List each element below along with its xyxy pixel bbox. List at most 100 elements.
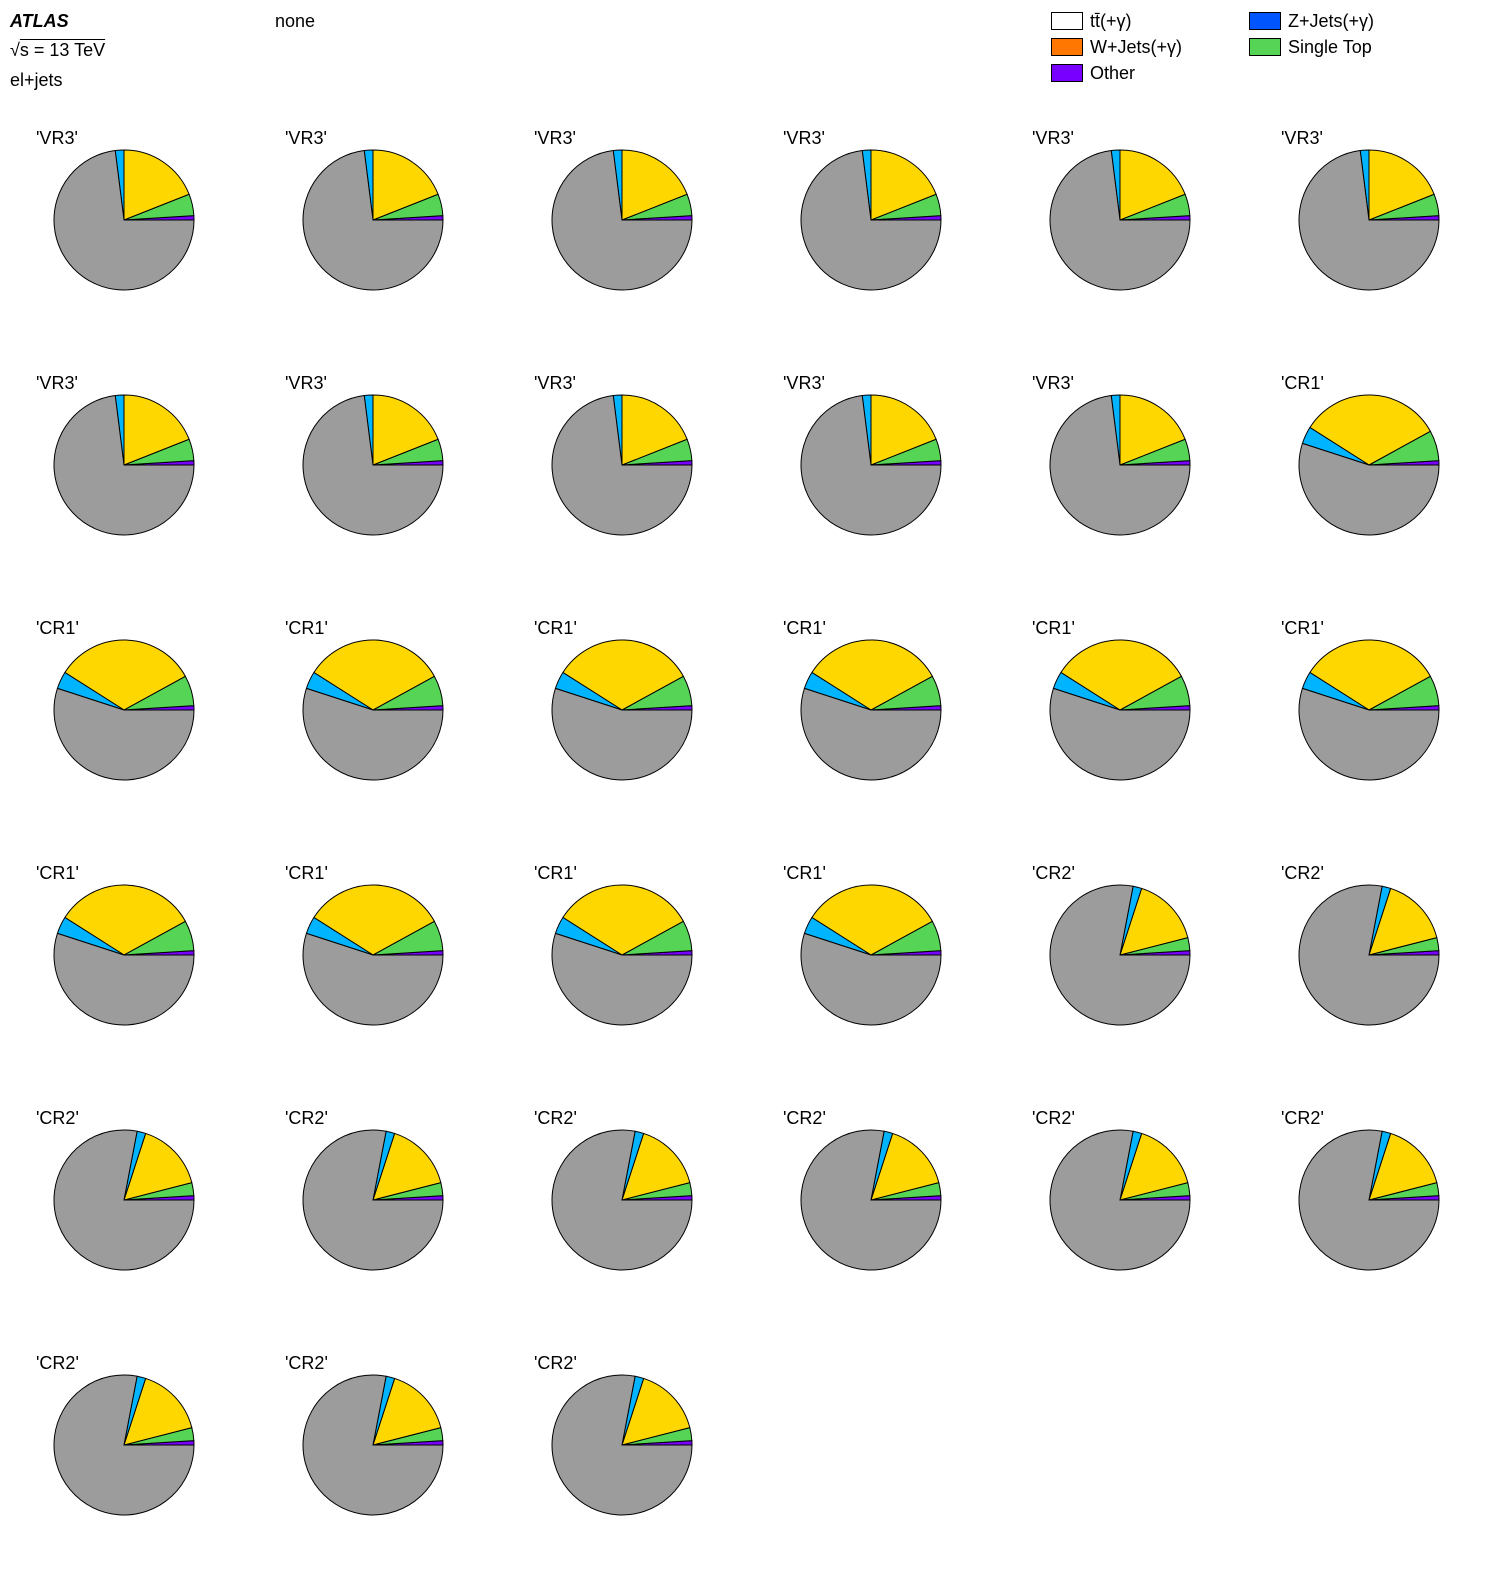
pie-chart: 'CR2' — [1281, 1108, 1440, 1271]
pie-chart: 'VR3' — [783, 373, 942, 536]
pie-title: 'VR3' — [1281, 128, 1323, 148]
pie-chart: 'CR1' — [285, 863, 444, 1026]
pie-title: 'CR2' — [285, 1353, 328, 1373]
pie-slice-grey — [551, 394, 693, 536]
pie-chart: 'VR3' — [783, 128, 942, 291]
pie-slice-grey — [800, 394, 942, 536]
pie-title: 'CR1' — [534, 618, 577, 638]
pie-slice-yellow — [64, 884, 187, 956]
pie-slice-yellow — [1368, 149, 1435, 221]
pie-title: 'VR3' — [783, 373, 825, 393]
pie-slice-yellow — [123, 394, 190, 466]
pie-slice-grey — [302, 1374, 444, 1516]
pie-chart: 'VR3' — [285, 373, 444, 536]
pie-slice-grey — [302, 687, 444, 781]
pie-slice-grey — [800, 932, 942, 1026]
legend-swatch-zjets — [1249, 12, 1281, 30]
pie-slice-grey — [551, 1374, 693, 1516]
pie-slice-yellow — [123, 149, 190, 221]
pie-slice-grey — [1298, 149, 1440, 291]
pie-title: 'CR1' — [1281, 618, 1324, 638]
pie-chart: 'CR2' — [1032, 1108, 1191, 1271]
pie-chart: 'VR3' — [36, 128, 195, 291]
pie-slice-grey — [53, 1374, 195, 1516]
pie-slice-grey — [1049, 884, 1191, 1026]
pie-chart: 'VR3' — [1032, 373, 1191, 536]
pie-slice-grey — [551, 687, 693, 781]
pie-slice-grey — [1298, 884, 1440, 1026]
pie-slice-yellow — [1309, 394, 1432, 466]
sqrt-symbol: √ — [10, 40, 20, 60]
pie-title: 'CR1' — [1281, 373, 1324, 393]
pie-slice-grey — [302, 149, 444, 291]
pie-chart: 'CR1' — [783, 618, 942, 781]
pie-chart: 'VR3' — [534, 128, 693, 291]
pie-chart: 'CR2' — [1032, 863, 1191, 1026]
legend-label-other: Other — [1090, 63, 1136, 83]
pie-slice-yellow — [372, 1377, 442, 1446]
pie-title: 'CR1' — [285, 863, 328, 883]
legend-swatch-ttbar — [1051, 12, 1083, 30]
pie-slice-grey — [800, 687, 942, 781]
legend-swatch-wjets — [1051, 38, 1083, 56]
legend-label-zjets: Z+Jets(+γ) — [1288, 11, 1375, 31]
pie-slice-yellow — [1119, 1132, 1189, 1201]
pie-slice-grey — [1049, 687, 1191, 781]
pie-slice-grey — [1049, 149, 1191, 291]
pie-chart: 'VR3' — [285, 128, 444, 291]
pie-title: 'VR3' — [783, 128, 825, 148]
pie-chart: 'CR2' — [1281, 863, 1440, 1026]
pie-title: 'CR1' — [285, 618, 328, 638]
atlas-label: ATLAS — [10, 11, 69, 31]
legend-swatch-single-top — [1249, 38, 1281, 56]
pie-title: 'VR3' — [285, 373, 327, 393]
pie-chart: 'CR1' — [36, 618, 195, 781]
pie-slice-yellow — [1119, 149, 1186, 221]
pie-slice-yellow — [313, 884, 436, 956]
pie-chart: 'CR2' — [285, 1353, 444, 1516]
pie-slice-yellow — [621, 1132, 691, 1201]
pie-title: 'CR1' — [1032, 618, 1075, 638]
pie-slice-grey — [551, 1129, 693, 1271]
pie-slice-grey — [1298, 687, 1440, 781]
pie-title: 'CR2' — [36, 1108, 79, 1128]
pie-chart: 'VR3' — [36, 373, 195, 536]
pie-slice-yellow — [621, 1377, 691, 1446]
pie-slice-grey — [1298, 442, 1440, 536]
pie-title: 'VR3' — [534, 373, 576, 393]
pie-slice-grey — [800, 149, 942, 291]
pie-slice-yellow — [621, 149, 688, 221]
pie-slice-yellow — [811, 639, 934, 711]
pie-slice-grey — [53, 149, 195, 291]
pie-chart: 'CR1' — [1281, 373, 1440, 536]
pie-slice-yellow — [1119, 394, 1186, 466]
pie-chart: 'VR3' — [1032, 128, 1191, 291]
pie-title: 'CR2' — [783, 1108, 826, 1128]
pie-chart: 'VR3' — [1281, 128, 1440, 291]
pie-title: 'VR3' — [534, 128, 576, 148]
pie-slice-grey — [1298, 1129, 1440, 1271]
pie-slice-yellow — [123, 1132, 193, 1201]
channel-label: el+jets — [10, 70, 63, 90]
pie-title: 'CR1' — [534, 863, 577, 883]
pie-slice-grey — [53, 932, 195, 1026]
pie-slice-grey — [800, 1129, 942, 1271]
pie-title: 'CR2' — [1032, 1108, 1075, 1128]
pie-slice-grey — [551, 932, 693, 1026]
energy-label: √s = 13 TeV — [10, 40, 105, 61]
energy-text: s = 13 TeV — [19, 40, 106, 60]
pie-title: 'CR2' — [1281, 863, 1324, 883]
pie-chart: 'CR1' — [285, 618, 444, 781]
pie-title: 'VR3' — [285, 128, 327, 148]
pie-slice-yellow — [870, 149, 937, 221]
pie-title: 'CR1' — [36, 618, 79, 638]
pie-chart: 'CR1' — [534, 618, 693, 781]
pie-slice-grey — [302, 1129, 444, 1271]
pie-slice-yellow — [123, 1377, 193, 1446]
pie-slice-grey — [53, 687, 195, 781]
legend-swatch-other — [1051, 64, 1083, 82]
pie-chart: 'CR1' — [1032, 618, 1191, 781]
pie-slice-yellow — [621, 394, 688, 466]
pie-title: 'VR3' — [36, 373, 78, 393]
pie-chart: 'CR2' — [285, 1108, 444, 1271]
